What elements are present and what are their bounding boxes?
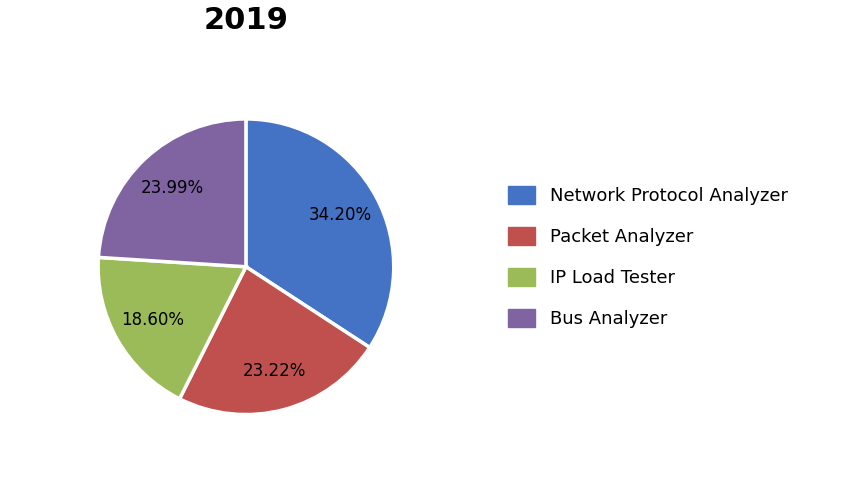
Text: 23.22%: 23.22% bbox=[243, 362, 305, 380]
Wedge shape bbox=[98, 119, 246, 267]
Text: 34.20%: 34.20% bbox=[310, 206, 372, 224]
Wedge shape bbox=[98, 257, 246, 399]
Legend: Network Protocol Analyzer, Packet Analyzer, IP Load Tester, Bus Analyzer: Network Protocol Analyzer, Packet Analyz… bbox=[501, 178, 795, 335]
Title: 2019: 2019 bbox=[204, 5, 288, 35]
Text: 18.60%: 18.60% bbox=[121, 311, 184, 329]
Wedge shape bbox=[246, 119, 393, 347]
Text: 23.99%: 23.99% bbox=[141, 179, 204, 197]
Wedge shape bbox=[180, 267, 370, 414]
